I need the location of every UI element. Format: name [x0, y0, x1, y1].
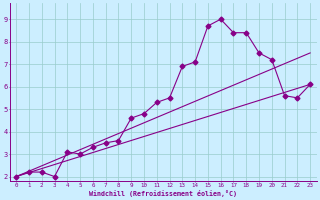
X-axis label: Windchill (Refroidissement éolien,°C): Windchill (Refroidissement éolien,°C) — [89, 190, 237, 197]
